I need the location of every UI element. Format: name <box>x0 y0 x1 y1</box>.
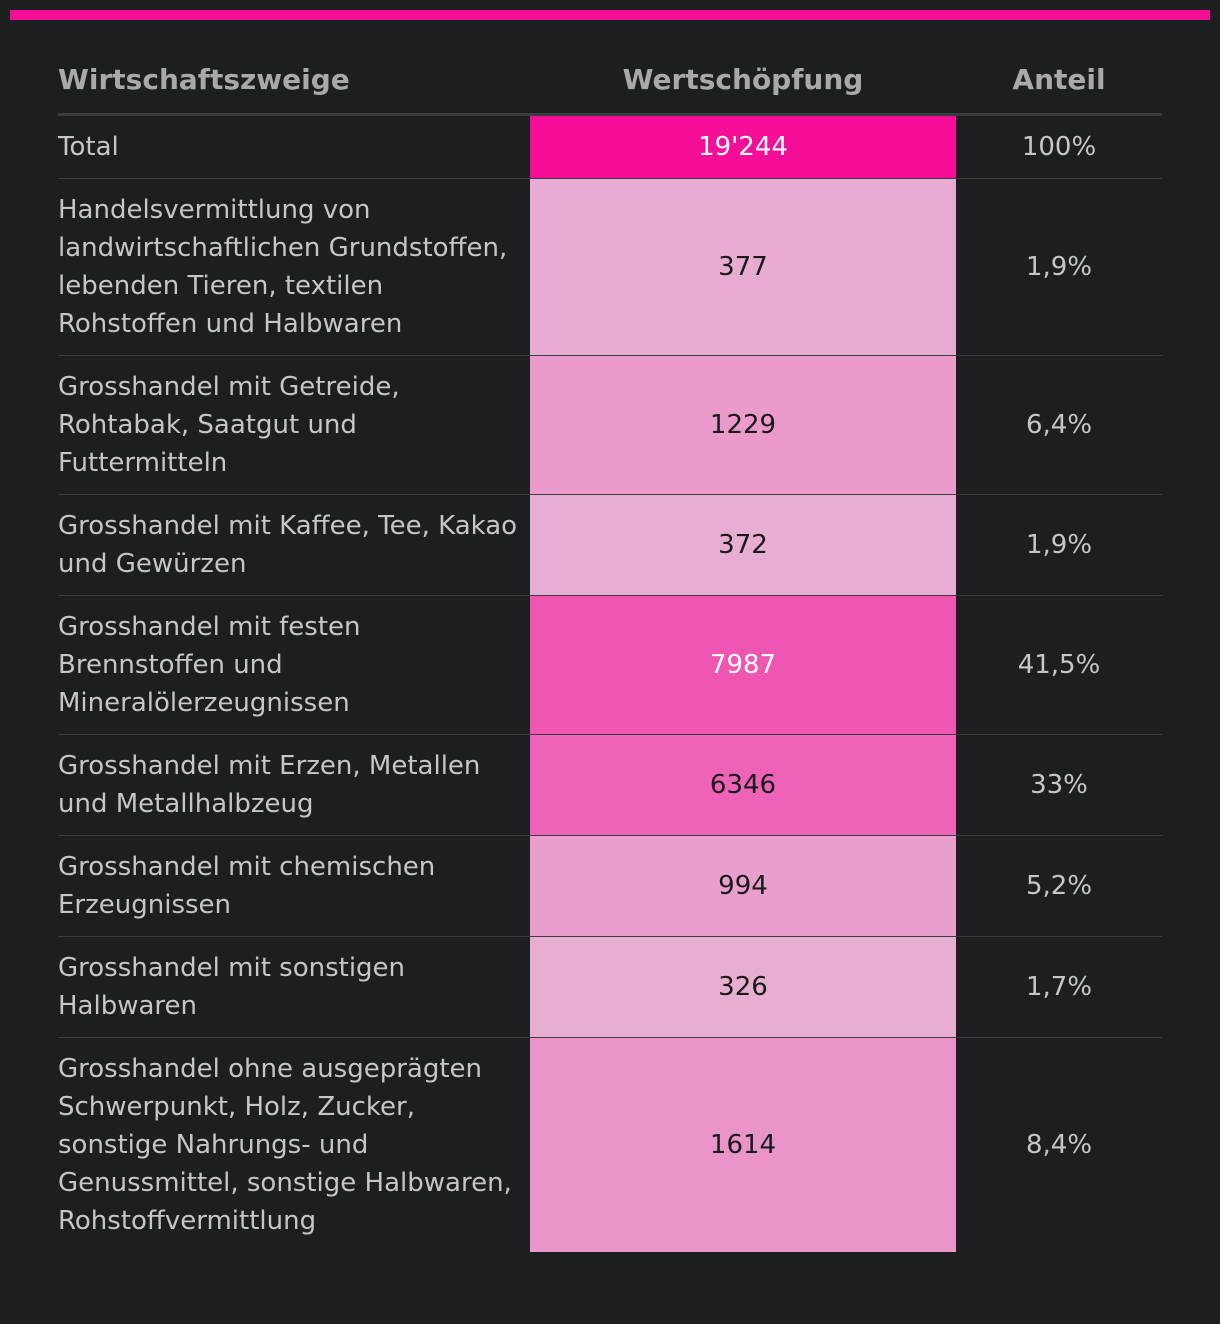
value-cell: 7987 <box>530 596 956 734</box>
row-label: Total <box>58 132 119 162</box>
table-row: Grosshandel mit Erzen, Metallen und Meta… <box>58 735 1162 836</box>
table-row: Grosshandel mit Getreide, Rohtabak, Saat… <box>58 356 1162 495</box>
table-row: Grosshandel mit Kaffee, Tee, Kakao und G… <box>58 495 1162 596</box>
table-row: Handelsvermittlung von landwirtschaftlic… <box>58 179 1162 356</box>
row-label: Grosshandel mit festen Brennstoffen und … <box>58 612 361 718</box>
share-cell: 1,9% <box>1025 252 1093 282</box>
table-header: Wirtschaftszweige Wertschöpfung Anteil <box>58 46 1162 116</box>
row-label: Grosshandel mit sonstigen Halbwaren <box>58 953 406 1021</box>
value-cell: 19'244 <box>530 116 956 178</box>
accent-bar <box>10 10 1210 20</box>
share-cell: 8,4% <box>1025 1130 1093 1160</box>
value-cell: 326 <box>530 937 956 1037</box>
header-wertschoepfung: Wertschöpfung <box>622 63 864 96</box>
table-row: Grosshandel mit chemischen Erzeugnissen 9… <box>58 836 1162 937</box>
share-cell: 100% <box>1021 132 1097 162</box>
row-label: Grosshandel mit Getreide, Rohtabak, Saat… <box>58 372 400 478</box>
share-cell: 6,4% <box>1025 410 1093 440</box>
value-added-table: Wirtschaftszweige Wertschöpfung Anteil T… <box>58 46 1162 1252</box>
value-cell: 377 <box>530 179 956 355</box>
value-cell: 994 <box>530 836 956 936</box>
header-anteil: Anteil <box>1012 63 1106 96</box>
value-cell: 1614 <box>530 1038 956 1252</box>
table-body: Total 19'244 100% Handelsvermittlung von la… <box>58 116 1162 1252</box>
row-label: Handelsvermittlung von landwirtschaftlic… <box>58 195 508 339</box>
total-row: Total 19'244 100% <box>58 116 1162 179</box>
value-cell: 1229 <box>530 356 956 494</box>
value-cell: 372 <box>530 495 956 595</box>
share-cell: 1,7% <box>1025 972 1093 1002</box>
share-cell: 1,9% <box>1025 530 1093 560</box>
table-row: Grosshandel ohne ausgeprägten Schwerpunk… <box>58 1038 1162 1252</box>
row-label: Grosshandel mit chemischen Erzeugnissen <box>58 852 436 920</box>
value-cell: 6346 <box>530 735 956 835</box>
header-wirtschaftszweige: Wirtschaftszweige <box>58 63 350 96</box>
table-row: Grosshandel mit sonstigen Halbwaren 326 1,… <box>58 937 1162 1038</box>
share-cell: 41,5% <box>1017 650 1101 680</box>
table-row: Grosshandel mit festen Brennstoffen und … <box>58 596 1162 735</box>
row-label: Grosshandel mit Kaffee, Tee, Kakao und G… <box>58 511 518 579</box>
share-cell: 33% <box>1030 770 1088 800</box>
share-cell: 5,2% <box>1025 871 1093 901</box>
row-label: Grosshandel mit Erzen, Metallen und Meta… <box>58 751 481 819</box>
row-label: Grosshandel ohne ausgeprägten Schwerpunk… <box>58 1054 512 1236</box>
